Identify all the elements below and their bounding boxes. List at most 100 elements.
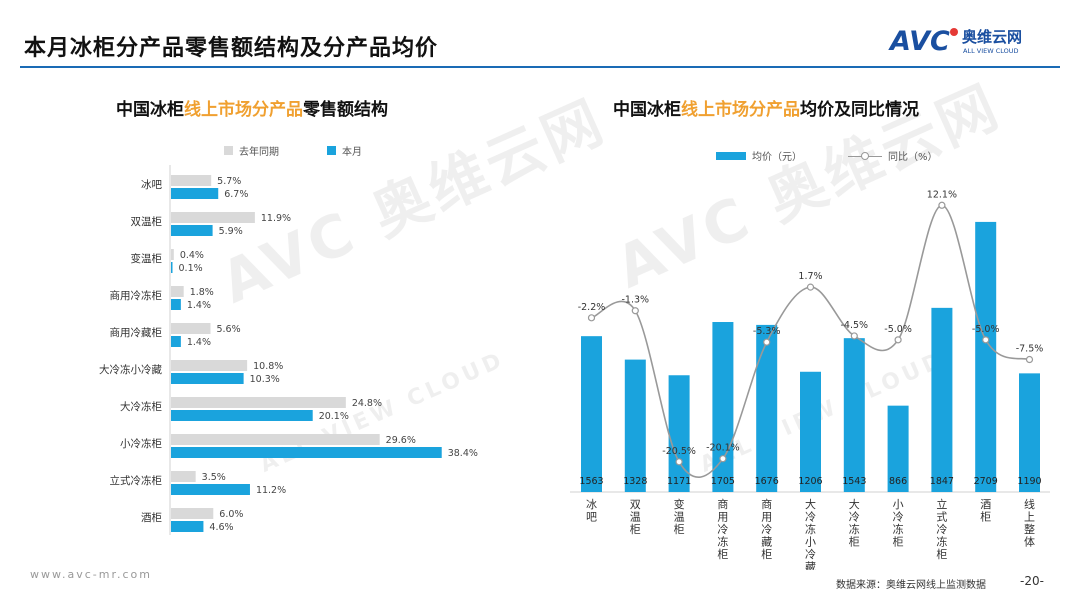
price-bar-1: [624, 359, 646, 492]
legend-swatch-price: [716, 151, 746, 160]
price-bar-7: [887, 405, 909, 492]
price-label-6: 1543: [842, 476, 866, 487]
x-tick-1-1: 温: [630, 511, 641, 524]
last-year-label-6: 24.8%: [352, 398, 382, 409]
x-tick-0-1: 吧: [586, 511, 597, 524]
x-tick-3-1: 用: [717, 511, 728, 524]
yoy-point-0: [587, 314, 596, 322]
this-month-label-2: 0.1%: [179, 263, 203, 274]
price-bar-5: [800, 371, 821, 492]
x-tick-3-4: 柜: [717, 548, 728, 561]
last-year-label-3: 1.8%: [190, 287, 214, 298]
price-bar-6: [843, 338, 865, 492]
last-year-bar-6: [171, 397, 346, 408]
x-tick-5-4: 冷: [805, 548, 816, 561]
yoy-point-1: [631, 307, 639, 315]
left-chart-title: 中国冰柜线上市场分产品零售额结构: [116, 95, 388, 120]
last-year-bar-7: [171, 434, 380, 445]
right-title-suffix: 均价及同比情况: [800, 100, 919, 120]
yoy-label-2: -20.5%: [662, 446, 696, 457]
category-label-2: 变温柜: [131, 252, 163, 265]
legend-label-yoy: 同比（%）: [888, 152, 938, 163]
yoy-label-0: -2.2%: [578, 302, 606, 313]
this-month-label-4: 1.4%: [187, 337, 211, 348]
yoy-label-6: -4.5%: [841, 320, 869, 331]
x-tick-8-0: 立: [936, 497, 947, 511]
left-bar-chart: 冰吧 5.7% 6.7% 双温柜 11.9% 5.9% 变温柜 0.4% 0.1% 商用冷冻柜 1.…: [99, 165, 478, 535]
this-month-bar-9: [171, 521, 204, 532]
footer-url: www.avc-mr.com: [30, 568, 152, 581]
this-month-bar-3: [171, 299, 181, 310]
last-year-label-1: 11.9%: [261, 213, 291, 224]
last-year-bar-4: [171, 323, 211, 334]
category-label-0: 冰吧: [141, 178, 162, 191]
this-month-bar-8: [171, 484, 250, 495]
x-tick-2-0: 变: [674, 497, 685, 511]
yoy-point-5: [806, 283, 815, 291]
yoy-label-1: -1.3%: [622, 295, 650, 306]
category-label-1: 双温柜: [131, 215, 163, 228]
category-label-7: 小冷冻柜: [120, 437, 162, 450]
last-year-label-2: 0.4%: [180, 250, 204, 261]
x-tick-5-5: 藏: [805, 561, 816, 571]
price-bar-9: [975, 221, 997, 492]
x-tick-10-0: 线: [1024, 497, 1035, 511]
this-month-bar-7: [171, 447, 442, 458]
logo-dot: [950, 28, 958, 36]
x-tick-9-0: 酒: [980, 498, 991, 511]
logo-name-en: ALL VIEW CLOUD: [963, 47, 1019, 55]
category-label-8: 立式冷冻柜: [110, 474, 163, 487]
yoy-point-8: [938, 201, 946, 209]
price-label-8: 1847: [930, 476, 954, 487]
x-tick-8-1: 式: [936, 511, 947, 524]
x-tick-4-1: 用: [761, 511, 772, 524]
legend-label-price: 均价（元）: [752, 152, 802, 163]
x-tick-2-1: 温: [674, 511, 685, 524]
x-tick-3-0: 商: [717, 497, 728, 511]
yoy-point-9: [982, 336, 990, 344]
x-tick-6-0: 大: [849, 497, 860, 511]
right-legend: 均价（元） 同比（%）: [716, 148, 938, 163]
last-year-bar-1: [171, 212, 255, 223]
yoy-point-3: [719, 455, 727, 463]
this-month-bar-4: [171, 336, 181, 347]
price-label-7: 866: [889, 476, 907, 487]
price-label-0: 1563: [579, 476, 603, 487]
last-year-bar-0: [171, 175, 212, 186]
category-label-5: 大冷冻小冷藏: [99, 363, 162, 376]
category-label-3: 商用冷冻柜: [110, 289, 163, 302]
last-year-label-4: 5.6%: [216, 324, 240, 335]
price-bar-10: [1019, 373, 1040, 492]
x-tick-5-0: 大: [805, 497, 816, 511]
yoy-label-10: -7.5%: [1016, 344, 1044, 355]
x-tick-3-2: 冷: [717, 523, 728, 536]
price-bar-0: [581, 336, 602, 492]
x-tick-1-0: 双: [630, 498, 641, 511]
price-bar-8: [931, 307, 953, 492]
x-tick-6-1: 冷: [849, 511, 860, 524]
last-year-bar-2: [171, 249, 174, 260]
x-tick-5-3: 小: [805, 536, 816, 549]
price-bar-4: [756, 324, 778, 492]
legend-label-this-month: 本月: [342, 147, 362, 158]
price-label-9: 2709: [974, 476, 998, 487]
last-year-bar-5: [171, 360, 248, 371]
last-year-label-9: 6.0%: [219, 509, 243, 520]
legend-swatch-last-year: [224, 146, 233, 155]
price-label-1: 1328: [623, 476, 647, 487]
price-label-4: 1676: [755, 476, 779, 487]
last-year-bar-8: [171, 471, 196, 482]
right-bar-line-chart: 1563冰吧1328双温柜1171变温柜1705商用冷冻柜1676商用冷藏柜12…: [570, 189, 1050, 571]
this-month-label-9: 4.6%: [209, 522, 233, 533]
x-tick-10-1: 上: [1024, 511, 1035, 524]
x-tick-8-3: 冻: [936, 535, 947, 549]
x-tick-7-0: 小: [893, 498, 904, 511]
this-month-label-7: 38.4%: [448, 448, 478, 459]
this-month-label-0: 6.7%: [224, 189, 248, 200]
price-label-10: 1190: [1017, 476, 1041, 487]
last-year-label-7: 29.6%: [386, 435, 416, 446]
last-year-bar-9: [171, 508, 214, 519]
this-month-label-3: 1.4%: [187, 300, 211, 311]
x-tick-7-2: 冻: [893, 522, 904, 536]
yoy-label-5: 1.7%: [798, 271, 822, 282]
